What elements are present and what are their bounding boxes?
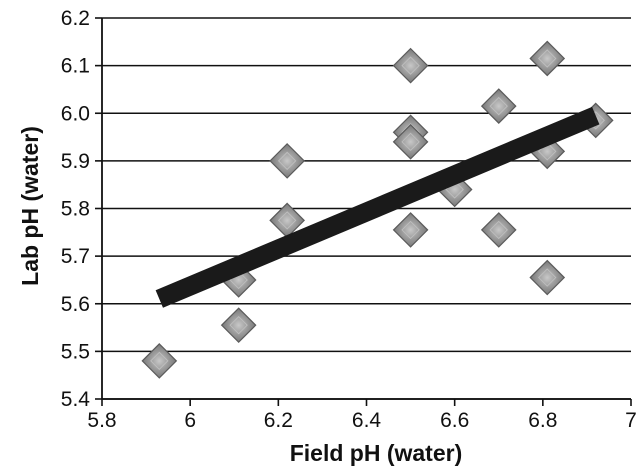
- x-tick-label: 7: [625, 409, 637, 432]
- data-point-inner: [277, 151, 297, 171]
- x-tick-label: 6: [184, 409, 196, 432]
- data-point: [141, 343, 178, 379]
- y-axis-title: Lab pH (water): [17, 126, 43, 286]
- y-tick-label: 6.2: [61, 7, 90, 30]
- y-tick-label: 5.5: [61, 340, 90, 363]
- data-point: [392, 123, 429, 160]
- data-point-diamond: [392, 123, 429, 160]
- data-point-inner: [401, 132, 420, 152]
- y-tick-label: 5.7: [61, 245, 90, 268]
- data-point-diamond: [141, 343, 178, 379]
- data-point-inner: [401, 56, 420, 75]
- y-tick-label: 5.9: [61, 150, 90, 173]
- data-point-inner: [277, 211, 297, 230]
- x-tick-label: 6.8: [528, 409, 557, 432]
- data-point-diamond: [392, 212, 429, 248]
- trendline-layer: [155, 106, 600, 308]
- data-point: [480, 212, 517, 248]
- x-tick-label: 6.2: [264, 409, 293, 432]
- x-tick-label: 6.6: [440, 409, 469, 432]
- data-point: [529, 259, 566, 296]
- y-tick-label: 5.4: [61, 388, 91, 411]
- data-point-diamond: [480, 212, 517, 248]
- data-point-diamond: [220, 307, 257, 344]
- x-tick-label: 5.8: [87, 409, 116, 432]
- data-point: [269, 143, 305, 179]
- data-point-diamond: [529, 40, 566, 77]
- data-point: [392, 212, 429, 248]
- y-tick-label: 5.6: [61, 293, 90, 316]
- y-tick-label: 5.8: [61, 198, 90, 221]
- data-point: [392, 47, 429, 84]
- data-point-inner: [401, 220, 420, 240]
- x-tick-label: 6.4: [352, 409, 382, 432]
- data-point: [480, 88, 517, 124]
- trendline: [155, 106, 600, 308]
- x-axis-title: Field pH (water): [290, 440, 463, 466]
- data-point-inner: [489, 220, 508, 240]
- data-point-diamond: [392, 47, 429, 84]
- y-tick-label: 6.1: [61, 55, 90, 78]
- data-point-inner: [538, 268, 557, 287]
- data-point-inner: [150, 351, 169, 371]
- data-point-inner: [229, 315, 248, 335]
- tick-labels: 5.4 5.5 5.6 5.7 5.8 5.9 6.0 6.1 6.2 5.8 6 6.2 6.4 6.6…: [61, 7, 637, 432]
- y-tick-label: 6.0: [61, 102, 90, 125]
- data-point-inner: [538, 49, 557, 68]
- data-point: [529, 40, 566, 77]
- data-point-diamond: [480, 88, 517, 124]
- axes: [95, 17, 632, 406]
- data-point: [220, 307, 257, 344]
- data-point-diamond: [529, 259, 566, 296]
- data-point-inner: [489, 96, 508, 116]
- data-points: [141, 40, 614, 379]
- data-point-diamond: [269, 143, 305, 179]
